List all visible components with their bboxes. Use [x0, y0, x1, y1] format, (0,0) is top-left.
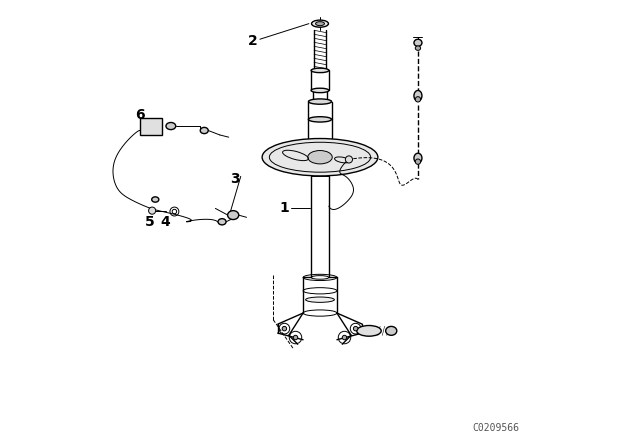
- Circle shape: [346, 156, 353, 163]
- Text: 3: 3: [230, 172, 240, 186]
- Ellipse shape: [306, 297, 334, 302]
- Ellipse shape: [316, 22, 324, 26]
- Ellipse shape: [262, 138, 378, 176]
- Circle shape: [342, 335, 347, 340]
- Ellipse shape: [312, 20, 328, 27]
- Ellipse shape: [311, 68, 329, 73]
- Circle shape: [148, 207, 156, 214]
- Text: C0209566: C0209566: [472, 423, 520, 433]
- Ellipse shape: [414, 90, 422, 101]
- Circle shape: [353, 327, 358, 331]
- Ellipse shape: [386, 327, 397, 335]
- Text: 1: 1: [280, 202, 289, 215]
- Ellipse shape: [200, 127, 208, 134]
- Text: 5: 5: [145, 215, 155, 229]
- Ellipse shape: [166, 122, 176, 129]
- Ellipse shape: [218, 219, 226, 225]
- Ellipse shape: [228, 211, 239, 220]
- Ellipse shape: [313, 100, 327, 103]
- Ellipse shape: [414, 153, 422, 163]
- Ellipse shape: [311, 88, 329, 93]
- Ellipse shape: [308, 116, 332, 122]
- Text: 2: 2: [248, 34, 258, 48]
- Ellipse shape: [415, 46, 420, 50]
- Ellipse shape: [308, 151, 332, 164]
- Circle shape: [282, 327, 287, 331]
- Ellipse shape: [152, 197, 159, 202]
- Ellipse shape: [414, 39, 422, 46]
- Bar: [140, 117, 162, 134]
- Text: 6: 6: [135, 108, 145, 122]
- Ellipse shape: [415, 97, 420, 102]
- Ellipse shape: [415, 159, 420, 164]
- Circle shape: [293, 335, 298, 340]
- Ellipse shape: [308, 99, 332, 104]
- Ellipse shape: [356, 326, 381, 336]
- Text: 4: 4: [161, 215, 170, 229]
